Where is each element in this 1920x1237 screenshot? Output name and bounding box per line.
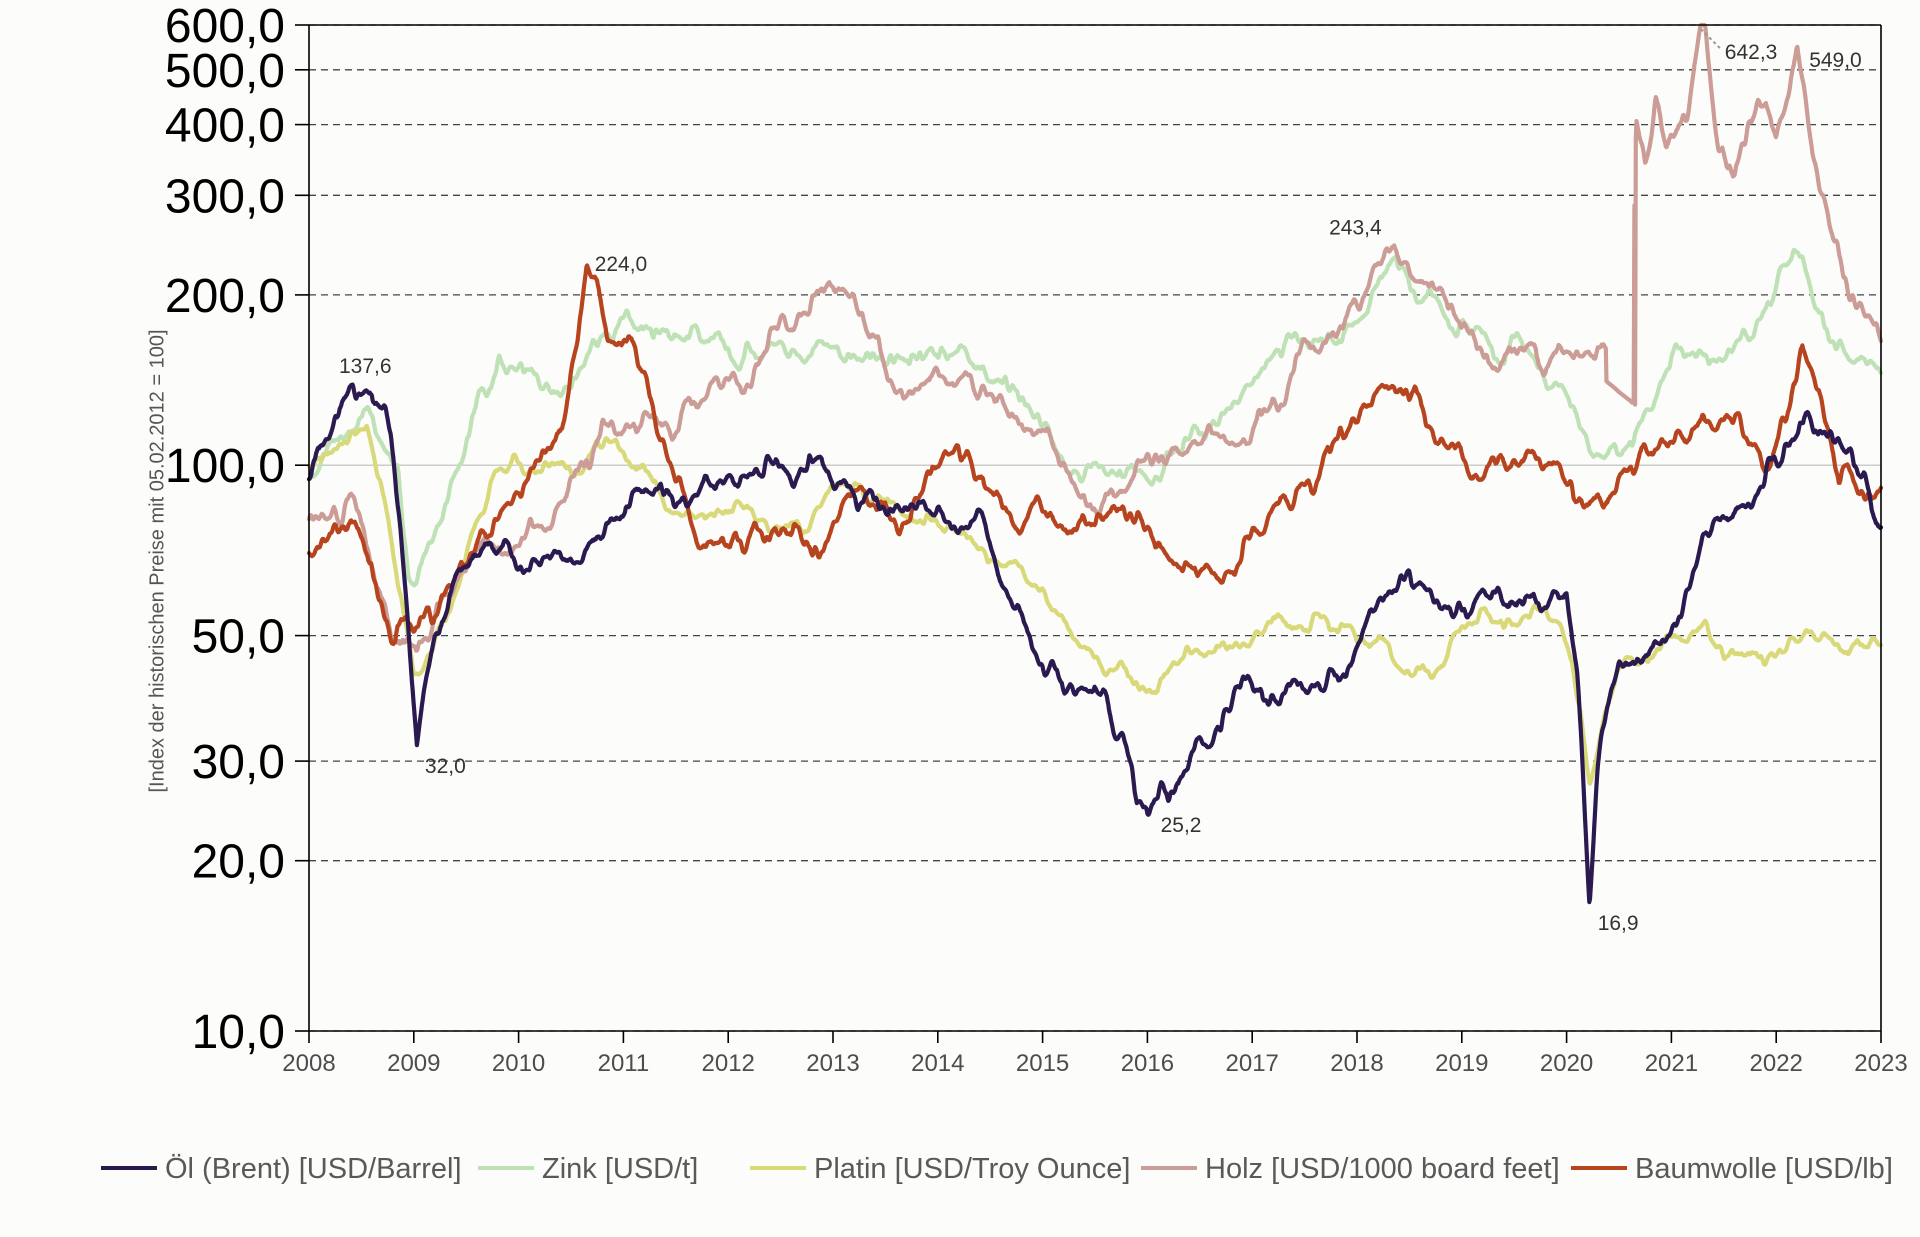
svg-text:224,0: 224,0 (595, 253, 648, 276)
svg-text:2021: 2021 (1645, 1050, 1698, 1077)
svg-text:50,0: 50,0 (192, 611, 285, 664)
svg-text:300,0: 300,0 (165, 170, 285, 223)
svg-text:549,0: 549,0 (1809, 49, 1862, 72)
svg-text:2023: 2023 (1854, 1050, 1907, 1077)
svg-text:2016: 2016 (1121, 1050, 1174, 1077)
svg-text:20,0: 20,0 (192, 836, 285, 889)
svg-text:137,6: 137,6 (339, 355, 392, 378)
svg-text:2022: 2022 (1750, 1050, 1803, 1077)
svg-text:2017: 2017 (1226, 1050, 1279, 1077)
svg-text:100,0: 100,0 (165, 440, 285, 493)
svg-text:2011: 2011 (598, 1050, 650, 1077)
svg-text:2018: 2018 (1330, 1050, 1383, 1077)
svg-text:2014: 2014 (911, 1050, 964, 1077)
svg-text:400,0: 400,0 (165, 100, 285, 153)
svg-text:30,0: 30,0 (192, 736, 285, 789)
svg-text:32,0: 32,0 (425, 755, 466, 778)
svg-text:2010: 2010 (492, 1050, 545, 1077)
svg-text:2012: 2012 (702, 1050, 755, 1077)
svg-text:25,2: 25,2 (1161, 814, 1202, 837)
svg-text:2019: 2019 (1435, 1050, 1488, 1077)
svg-text:2015: 2015 (1016, 1050, 1069, 1077)
svg-text:2009: 2009 (387, 1050, 440, 1077)
svg-text:243,4: 243,4 (1329, 217, 1382, 240)
svg-text:500,0: 500,0 (165, 45, 285, 98)
svg-text:200,0: 200,0 (165, 270, 285, 323)
svg-text:2013: 2013 (806, 1050, 859, 1077)
svg-text:16,9: 16,9 (1598, 912, 1639, 935)
svg-text:2008: 2008 (282, 1050, 335, 1077)
svg-text:642,3: 642,3 (1725, 41, 1778, 64)
svg-text:2020: 2020 (1540, 1050, 1593, 1077)
svg-text:10,0: 10,0 (192, 1006, 285, 1059)
